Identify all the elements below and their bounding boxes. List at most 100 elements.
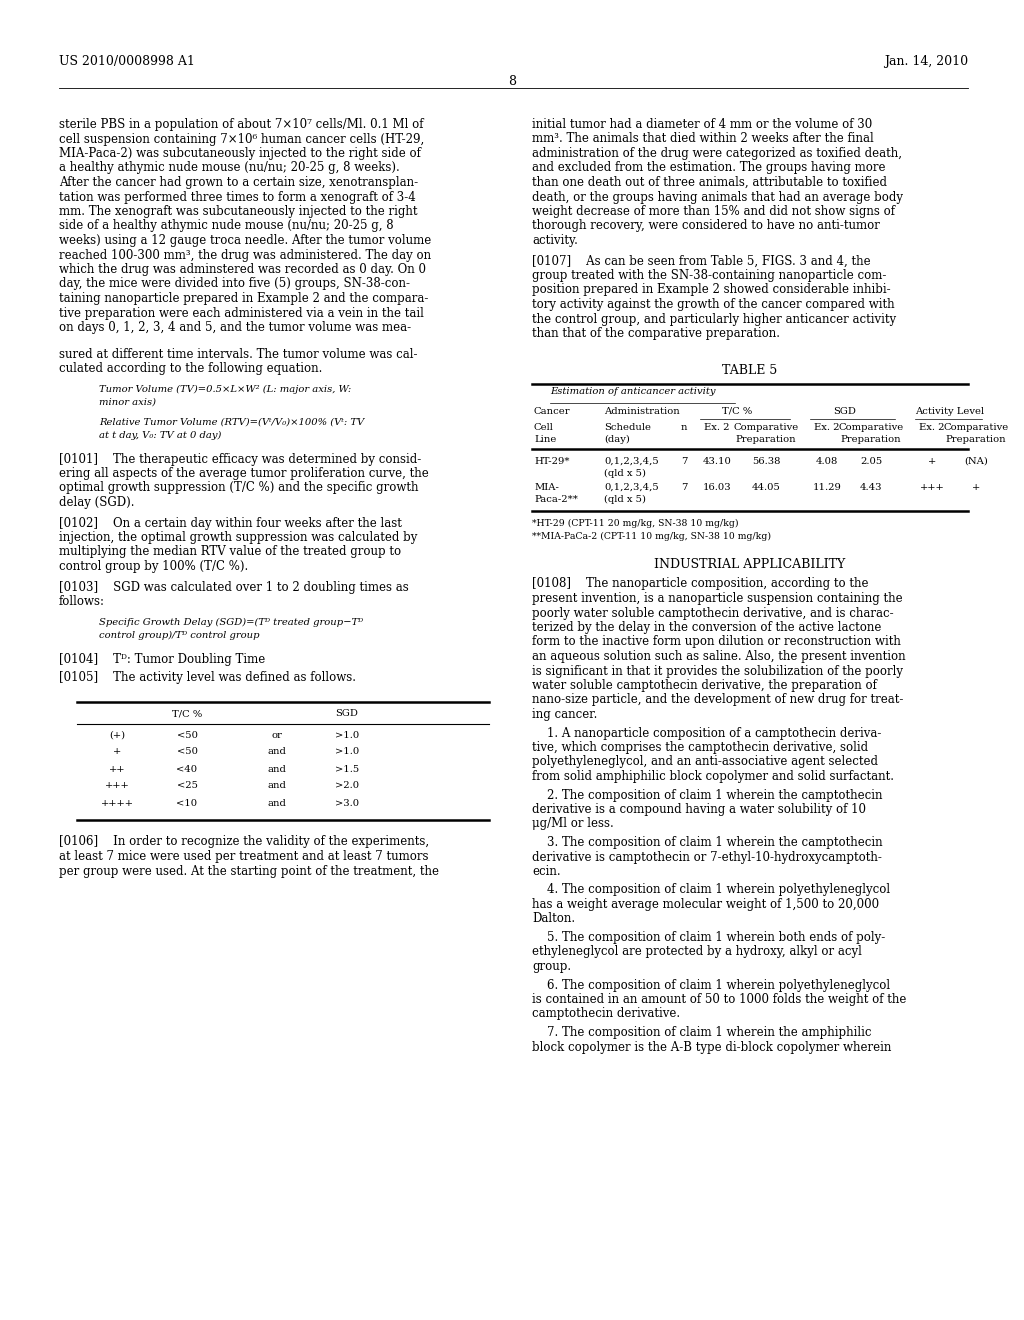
Text: SGD: SGD [834,407,856,416]
Text: control group)/Tᴰ control group: control group)/Tᴰ control group [99,631,259,640]
Text: [0104]    Tᴰ: Tumor Doubling Time: [0104] Tᴰ: Tumor Doubling Time [59,652,265,665]
Text: 2.05: 2.05 [860,457,882,466]
Text: Comparative: Comparative [943,422,1009,432]
Text: block copolymer is the A-B type di-block copolymer wherein: block copolymer is the A-B type di-block… [532,1040,891,1053]
Text: ering all aspects of the average tumor proliferation curve, the: ering all aspects of the average tumor p… [59,467,429,480]
Text: Cell: Cell [534,422,554,432]
Text: poorly water soluble camptothecin derivative, and is charac-: poorly water soluble camptothecin deriva… [532,606,894,619]
Text: an aqueous solution such as saline. Also, the present invention: an aqueous solution such as saline. Also… [532,649,905,663]
Text: position prepared in Example 2 showed considerable inhibi-: position prepared in Example 2 showed co… [532,284,891,297]
Text: [0107]    As can be seen from Table 5, FIGS. 3 and 4, the: [0107] As can be seen from Table 5, FIGS… [532,255,870,268]
Text: Ex. 2: Ex. 2 [814,422,840,432]
Text: present invention, is a nanoparticle suspension containing the: present invention, is a nanoparticle sus… [532,591,902,605]
Text: and: and [267,781,287,791]
Text: cell suspension containing 7×10⁶ human cancer cells (HT-29,: cell suspension containing 7×10⁶ human c… [59,132,424,145]
Text: or: or [271,730,283,739]
Text: per group were used. At the starting point of the treatment, the: per group were used. At the starting poi… [59,865,439,878]
Text: 4.08: 4.08 [816,457,839,466]
Text: derivative is a compound having a water solubility of 10: derivative is a compound having a water … [532,803,866,816]
Text: (qld x 5): (qld x 5) [604,469,646,478]
Text: 6. The composition of claim 1 wherein polyethyleneglycol: 6. The composition of claim 1 wherein po… [532,978,890,991]
Text: >1.5: >1.5 [335,764,359,774]
Text: Line: Line [534,434,556,444]
Text: [0101]    The therapeutic efficacy was determined by consid-: [0101] The therapeutic efficacy was dete… [59,453,421,466]
Text: and: and [267,799,287,808]
Text: [0106]    In order to recognize the validity of the experiments,: [0106] In order to recognize the validit… [59,836,429,849]
Text: +++: +++ [104,781,129,791]
Text: <50: <50 [176,730,198,739]
Text: which the drug was adminstered was recorded as 0 day. On 0: which the drug was adminstered was recor… [59,263,426,276]
Text: Tumor Volume (TV)=0.5×L×W² (L: major axis, W:: Tumor Volume (TV)=0.5×L×W² (L: major axi… [99,384,351,393]
Text: Comparative: Comparative [839,422,903,432]
Text: group.: group. [532,960,571,973]
Text: 7. The composition of claim 1 wherein the amphiphilic: 7. The composition of claim 1 wherein th… [532,1026,871,1039]
Text: and excluded from the estimation. The groups having more: and excluded from the estimation. The gr… [532,161,886,174]
Text: 44.05: 44.05 [752,483,780,491]
Text: T/C %: T/C % [172,710,202,718]
Text: Schedule: Schedule [604,422,651,432]
Text: HT-29*: HT-29* [534,457,569,466]
Text: MIA-: MIA- [534,483,559,491]
Text: 8: 8 [508,75,516,88]
Text: Specific Growth Delay (SGD)=(Tᴰ treated group−Tᴰ: Specific Growth Delay (SGD)=(Tᴰ treated … [99,618,364,627]
Text: Activity Level: Activity Level [914,407,984,416]
Text: tive, which comprises the camptothecin derivative, solid: tive, which comprises the camptothecin d… [532,741,868,754]
Text: Preparation: Preparation [946,434,1007,444]
Text: taining nanoparticle prepared in Example 2 and the compara-: taining nanoparticle prepared in Example… [59,292,428,305]
Text: mm. The xenograft was subcutaneously injected to the right: mm. The xenograft was subcutaneously inj… [59,205,418,218]
Text: minor axis): minor axis) [99,397,156,407]
Text: tive preparation were each administered via a vein in the tail: tive preparation were each administered … [59,306,424,319]
Text: (+): (+) [109,730,125,739]
Text: 4.43: 4.43 [860,483,883,491]
Text: than that of the comparative preparation.: than that of the comparative preparation… [532,327,780,341]
Text: >1.0: >1.0 [335,747,359,756]
Text: 11.29: 11.29 [813,483,842,491]
Text: [0103]    SGD was calculated over 1 to 2 doubling times as: [0103] SGD was calculated over 1 to 2 do… [59,581,409,594]
Text: <50: <50 [176,747,198,756]
Text: 43.10: 43.10 [702,457,731,466]
Text: <25: <25 [176,781,198,791]
Text: +: + [113,747,121,756]
Text: a healthy athymic nude mouse (nu/nu; 20-25 g, 8 weeks).: a healthy athymic nude mouse (nu/nu; 20-… [59,161,399,174]
Text: **MIA-PaCa-2 (CPT-11 10 mg/kg, SN-38 10 mg/kg): **MIA-PaCa-2 (CPT-11 10 mg/kg, SN-38 10 … [532,532,771,541]
Text: +: + [928,457,936,466]
Text: tory activity against the growth of the cancer compared with: tory activity against the growth of the … [532,298,895,312]
Text: culated according to the following equation.: culated according to the following equat… [59,362,323,375]
Text: delay (SGD).: delay (SGD). [59,496,134,510]
Text: derivative is camptothecin or 7-ethyl-10-hydroxycamptoth-: derivative is camptothecin or 7-ethyl-10… [532,850,882,863]
Text: is contained in an amount of 50 to 1000 folds the weight of the: is contained in an amount of 50 to 1000 … [532,993,906,1006]
Text: at least 7 mice were used per treatment and at least 7 tumors: at least 7 mice were used per treatment … [59,850,428,863]
Text: nano-size particle, and the development of new drug for treat-: nano-size particle, and the development … [532,693,903,706]
Text: ++++: ++++ [100,799,133,808]
Text: Paca-2**: Paca-2** [534,495,578,503]
Text: camptothecin derivative.: camptothecin derivative. [532,1007,680,1020]
Text: 3. The composition of claim 1 wherein the camptothecin: 3. The composition of claim 1 wherein th… [532,836,883,849]
Text: *HT-29 (CPT-11 20 mg/kg, SN-38 10 mg/kg): *HT-29 (CPT-11 20 mg/kg, SN-38 10 mg/kg) [532,519,738,528]
Text: the control group, and particularly higher anticancer activity: the control group, and particularly high… [532,313,896,326]
Text: >2.0: >2.0 [335,781,359,791]
Text: and: and [267,764,287,774]
Text: Administration: Administration [604,407,680,416]
Text: Ex. 2: Ex. 2 [705,422,730,432]
Text: +: + [972,483,980,491]
Text: weeks) using a 12 gauge troca needle. After the tumor volume: weeks) using a 12 gauge troca needle. Af… [59,234,431,247]
Text: n: n [681,422,687,432]
Text: 1. A nanoparticle composition of a camptothecin deriva-: 1. A nanoparticle composition of a campt… [532,726,882,739]
Text: on days 0, 1, 2, 3, 4 and 5, and the tumor volume was mea-: on days 0, 1, 2, 3, 4 and 5, and the tum… [59,321,411,334]
Text: thorough recovery, were considered to have no anti-tumor: thorough recovery, were considered to ha… [532,219,880,232]
Text: optimal growth suppression (T/C %) and the specific growth: optimal growth suppression (T/C %) and t… [59,482,419,495]
Text: 56.38: 56.38 [752,457,780,466]
Text: has a weight average molecular weight of 1,500 to 20,000: has a weight average molecular weight of… [532,898,880,911]
Text: Preparation: Preparation [735,434,797,444]
Text: Ex. 2: Ex. 2 [920,422,945,432]
Text: Jan. 14, 2010: Jan. 14, 2010 [884,55,968,69]
Text: polyethyleneglycol, and an anti-associative agent selected: polyethyleneglycol, and an anti-associat… [532,755,878,768]
Text: Dalton.: Dalton. [532,912,575,925]
Text: Estimation of anticancer activity: Estimation of anticancer activity [550,388,716,396]
Text: ecin.: ecin. [532,865,560,878]
Text: Relative Tumor Volume (RTV)=(Vᵗ/V₀)×100% (Vᵗ: TV: Relative Tumor Volume (RTV)=(Vᵗ/V₀)×100%… [99,417,365,426]
Text: activity.: activity. [532,234,578,247]
Text: Comparative: Comparative [733,422,799,432]
Text: initial tumor had a diameter of 4 mm or the volume of 30: initial tumor had a diameter of 4 mm or … [532,117,872,131]
Text: >1.0: >1.0 [335,730,359,739]
